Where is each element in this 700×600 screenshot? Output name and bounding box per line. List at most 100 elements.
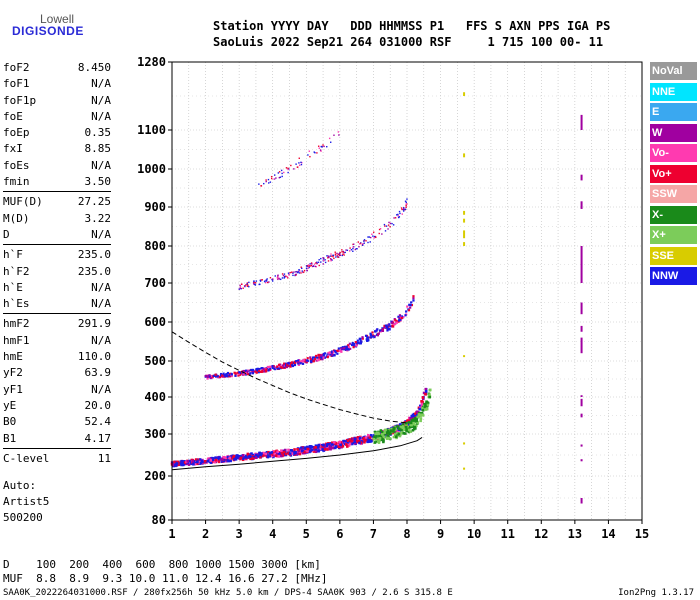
echo-point [297,359,300,362]
profile-curve [171,436,423,471]
echo-point [390,427,394,431]
echo-point [249,372,252,375]
echo-point [390,321,394,324]
echo-point [317,356,320,359]
param-row-hmf2: hmF2 291.9 [3,316,111,332]
echo-point [409,423,413,427]
footer-version: Ion2Png 1.3.17 [618,588,694,598]
echo-point [272,365,275,368]
echo-point [330,141,332,143]
echo-point [323,145,325,148]
echo-point [329,353,332,356]
echo-point [275,177,277,179]
echo-point [287,448,290,452]
echo-point [322,354,325,357]
legend-item-noval: NoVal [650,62,697,80]
echo-point [263,182,265,185]
echo-point [226,459,230,462]
y-tick-label: 300 [144,427,166,441]
echo-point [283,275,286,278]
echo-point [236,371,240,374]
echo-point [378,232,380,235]
echo-point [216,457,220,461]
echo-point [314,450,318,454]
echo-point [373,235,376,238]
echo-point [359,441,363,444]
echo-point [367,438,370,441]
echo-point [406,198,408,200]
echo-point [358,436,362,440]
echo-point [258,283,260,286]
echo-point [375,236,377,239]
echo-point [385,225,388,227]
trace-1 [170,387,428,468]
echo-point [279,454,283,458]
echo-point [412,297,415,300]
echo-point [323,356,326,359]
echo-point [358,337,361,340]
echo-point [322,257,324,259]
echo-point [356,341,360,344]
echo-point [306,357,309,360]
echo-point [376,431,379,435]
echo-point [334,254,337,256]
echo-point [409,430,413,433]
echo-point [352,346,355,349]
echo-point [277,274,279,276]
param-row-clevel: C-level 11 [3,451,111,467]
echo-point [309,356,312,359]
echo-point [239,284,241,287]
echo-point [262,368,265,371]
echo-point [380,433,384,436]
echo-point [240,371,243,374]
echo-point [370,336,373,339]
echo-point [399,318,402,321]
echo-point [405,310,408,313]
echo-point [401,213,403,215]
echo-point [398,210,401,213]
echo-point [428,393,431,396]
echo-point [383,324,386,327]
y-tick-label: 1100 [137,123,166,137]
auto-program: Artist5 [3,495,50,508]
echo-point [264,281,267,284]
echo-point [338,440,341,444]
echo-point [356,436,360,439]
echo-point [273,178,275,180]
echo-point [280,169,283,172]
echo-point [290,449,294,452]
echo-point [199,461,203,465]
param-name: h`F2 [3,264,30,278]
echo-point [278,176,281,179]
echo-point [401,423,405,427]
trace-4 [258,131,340,187]
echo-point [314,355,318,358]
echo-point [266,278,268,280]
echo-point [296,452,299,456]
echo-point [295,274,297,276]
echo-point [398,317,401,320]
echo-point [402,315,405,319]
echo-point [424,387,428,391]
echo-point [310,264,313,267]
echo-point [421,396,425,399]
echo-point [357,241,359,243]
param-value: N/A [91,280,111,294]
echo-point [239,455,243,458]
echo-point [276,277,279,280]
echo-point [392,435,396,439]
echo-point [373,430,377,434]
echo-point [259,370,263,373]
echo-point [287,171,289,174]
x-tick-label: 8 [403,527,410,541]
echo-point [266,280,268,282]
echo-point [419,417,423,420]
echo-point [322,352,326,356]
echo-point [253,280,255,283]
echo-point [330,443,334,446]
param-name: h`Es [3,297,30,311]
echo-point [356,248,358,250]
echo-point [339,441,343,444]
echo-point [189,462,193,465]
